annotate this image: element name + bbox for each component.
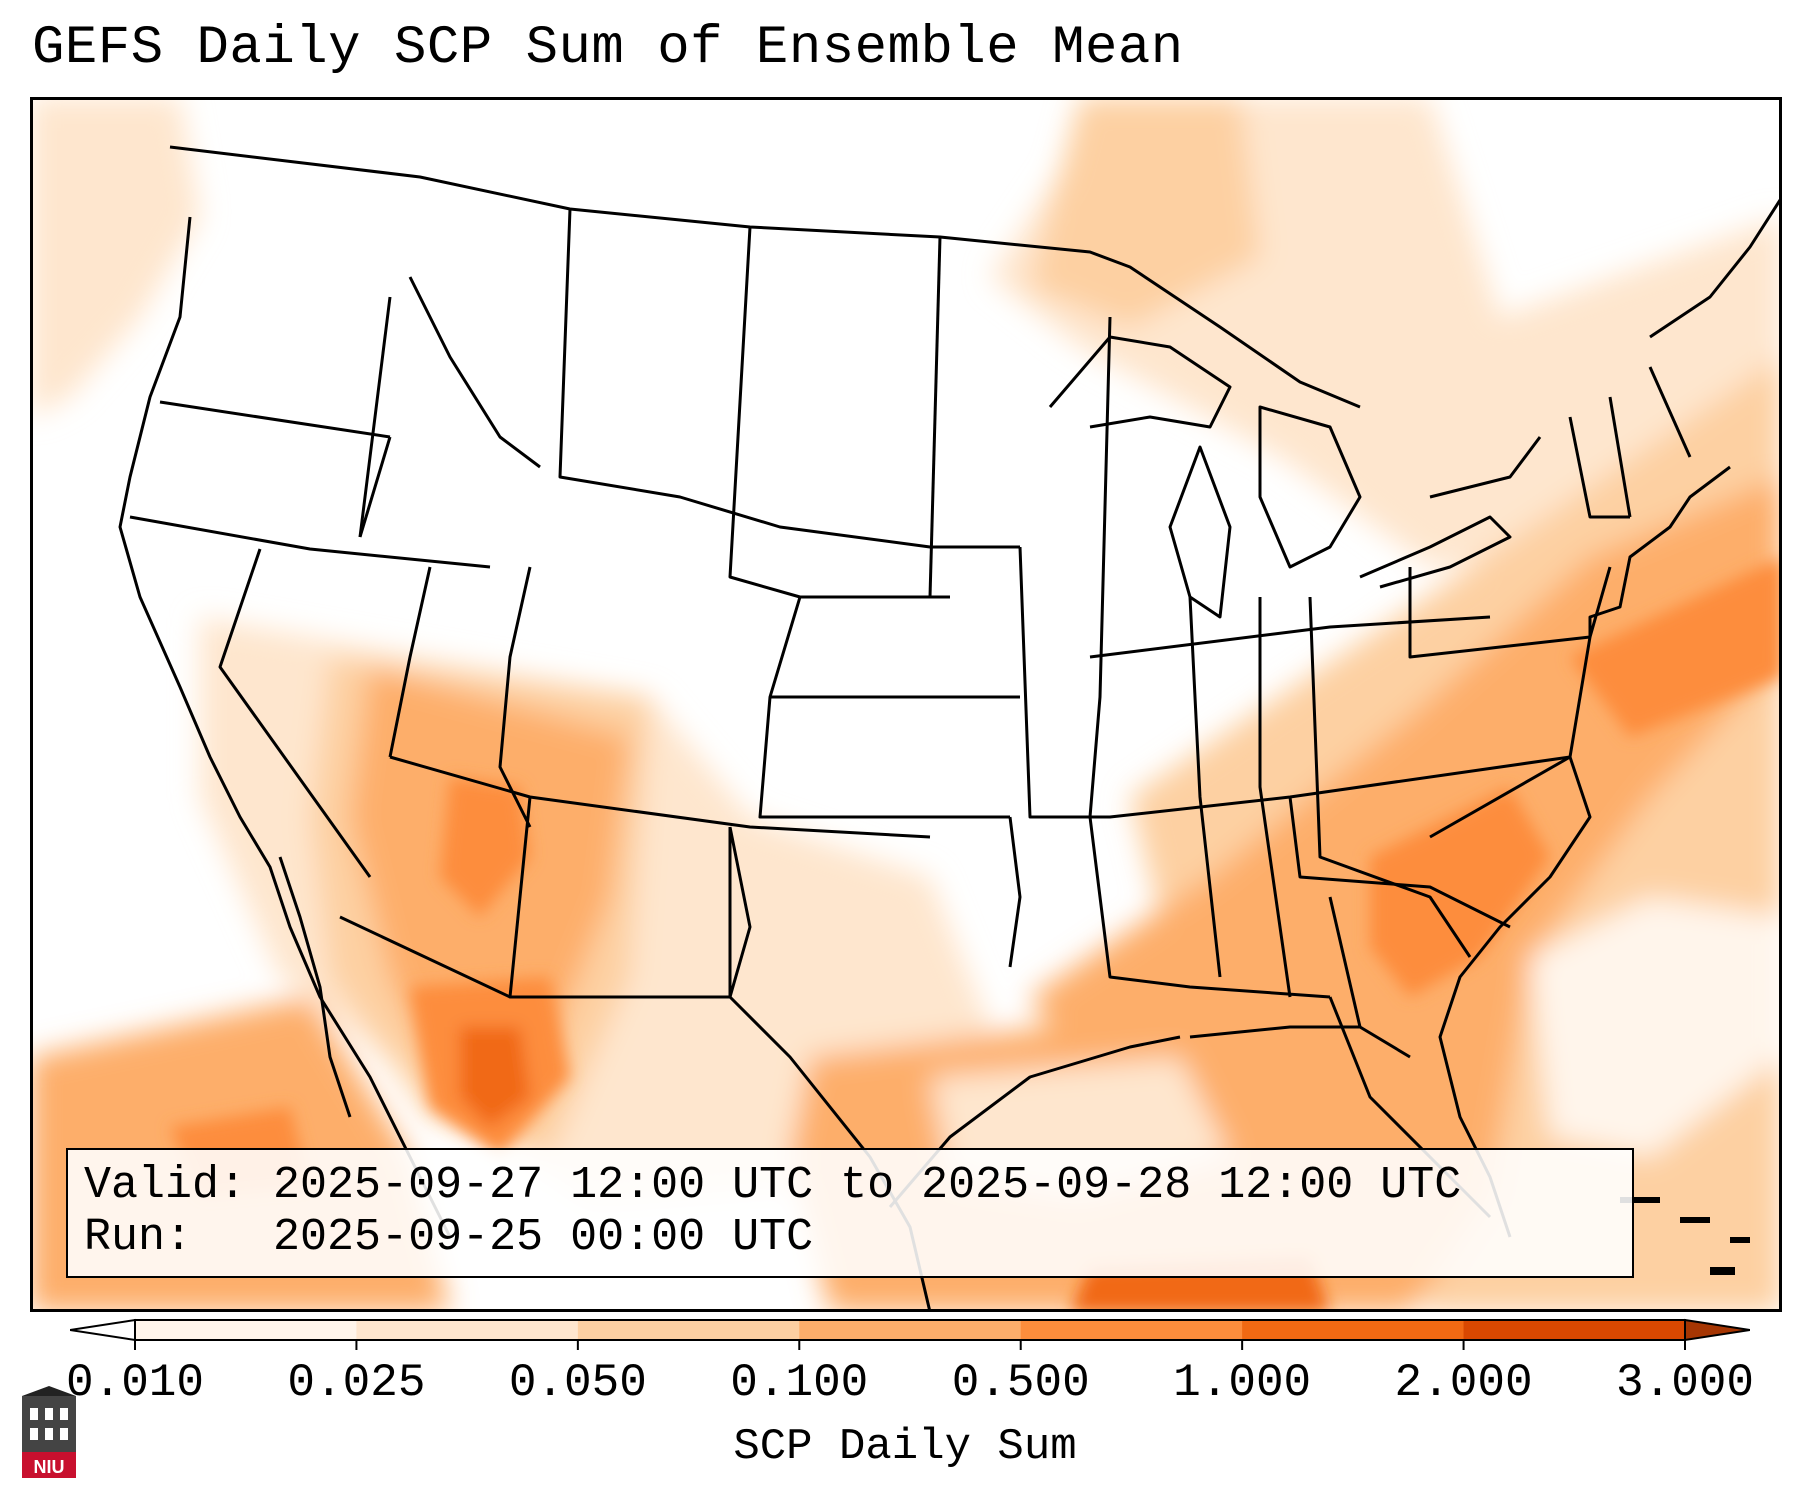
colorbar-segment <box>1020 1320 1243 1340</box>
chart-title: GEFS Daily SCP Sum of Ensemble Mean <box>32 18 1184 79</box>
colorbar-segment <box>799 1320 1022 1340</box>
shade-nm-core <box>440 777 530 917</box>
colorbar-tick-label: 2.000 <box>1394 1357 1533 1409</box>
colorbar-frame <box>134 1319 1686 1341</box>
colorbar-tick-label: 1.000 <box>1173 1357 1312 1409</box>
valid-line: Valid: 2025-09-27 12:00 UTC to 2025-09-2… <box>84 1160 1461 1211</box>
logo-building <box>22 1396 76 1452</box>
shade-atlantic-core <box>1570 557 1782 737</box>
colorbar-tick-label: 3.000 <box>1615 1357 1755 1409</box>
colorbar-tick-label: 0.010 <box>65 1357 205 1409</box>
colorbar-segment <box>356 1320 579 1340</box>
islands <box>1620 1197 1750 1275</box>
shade-chihuahua-peak <box>460 1027 530 1127</box>
colorbar-tick-label: 0.050 <box>508 1357 647 1409</box>
run-value: 2025-09-25 00:00 UTC <box>273 1212 814 1263</box>
colorbar-extend-max <box>1684 1318 1750 1342</box>
run-label: Run: <box>84 1212 193 1263</box>
info-box: Valid: 2025-09-27 12:00 UTC to 2025-09-2… <box>66 1148 1634 1278</box>
map-frame <box>30 97 1782 1312</box>
scp-map[interactable] <box>30 97 1782 1312</box>
shade-carolinas <box>1370 787 1550 997</box>
shade-lake-superior <box>1030 97 1260 327</box>
colorbar-segment <box>1463 1320 1686 1340</box>
colorbar-extend-min <box>70 1318 136 1342</box>
run-line: Run: 2025-09-25 00:00 UTC <box>84 1212 813 1263</box>
niu-logo: NIU <box>22 1386 76 1478</box>
valid-value: 2025-09-27 12:00 UTC to 2025-09-28 12:00… <box>273 1160 1462 1211</box>
colorbar-tick-label: 0.100 <box>730 1357 869 1409</box>
colorbar-tick-label: 0.025 <box>287 1357 426 1409</box>
colorbar-tick-label: 0.500 <box>951 1357 1090 1409</box>
logo-banner <box>22 1452 76 1478</box>
colorbar-segment <box>135 1320 357 1340</box>
valid-label: Valid: <box>84 1160 247 1211</box>
shade-atlantic-clear <box>1530 897 1782 1157</box>
logo-text: NIU <box>34 1457 65 1477</box>
colorbar-label: SCP Daily Sum <box>733 1422 1077 1472</box>
colorbar-segment <box>577 1320 800 1340</box>
shade-pacific-nw <box>30 97 200 417</box>
colorbar <box>70 1318 1750 1350</box>
colorbar-segment <box>1242 1320 1465 1340</box>
